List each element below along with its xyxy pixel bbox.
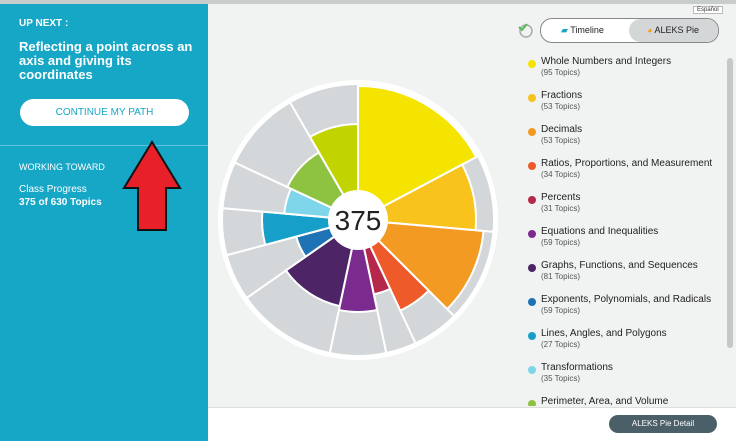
top-bar — [0, 0, 736, 4]
language-link[interactable]: Español — [693, 6, 723, 14]
legend-topics: (31 Topics) — [541, 204, 580, 213]
legend-item: Decimals (53 Topics) — [520, 124, 720, 158]
divider — [0, 145, 208, 146]
pie-tab[interactable]: ◕ ALEKS Pie — [629, 19, 718, 42]
label: ALEKS Pie — [654, 25, 699, 35]
legend-topics: (81 Topics) — [541, 272, 580, 281]
class-progress: Class Progress — [19, 184, 87, 195]
legend-item: Equations and Inequalities (59 Topics) — [520, 226, 720, 260]
legend-name: Percents — [541, 192, 581, 203]
legend-dot — [528, 332, 536, 340]
legend-name: Fractions — [541, 90, 583, 101]
view-toggle: ▰ Timeline ◕ ALEKS Pie — [540, 18, 719, 43]
line: coordinates — [19, 67, 93, 82]
legend-item: Lines, Angles, and Polygons (27 Topics) — [520, 328, 720, 362]
legend: Whole Numbers and Integers (95 Topics) Fra… — [520, 56, 720, 406]
legend-name: Decimals — [541, 124, 583, 135]
legend-dot — [528, 128, 536, 136]
legend-name: Exponents, Polynomials, and Radicals — [541, 294, 712, 305]
legend-dot — [528, 400, 536, 406]
legend-topics: (34 Topics) — [541, 170, 580, 179]
legend-dot — [528, 60, 536, 68]
up-next: UP NEXT : — [19, 18, 69, 29]
label: Timeline — [570, 25, 604, 35]
legend-item: Whole Numbers and Integers (95 Topics) — [520, 56, 720, 90]
legend-topics: (95 Topics) — [541, 68, 580, 77]
legend-item: Transformations (35 Topics) — [520, 362, 720, 396]
legend-topics: (59 Topics) — [541, 238, 580, 247]
legend-name: Perimeter, Area, and Volume — [541, 396, 669, 406]
legend-topics: (27 Topics) — [541, 340, 580, 349]
legend-topics: (53 Topics) — [541, 136, 580, 145]
legend-name: Equations and Inequalities — [541, 226, 659, 237]
legend-dot — [528, 94, 536, 102]
legend-dot — [528, 264, 536, 272]
legend-item: Ratios, Proportions, and Measurement (34 … — [520, 158, 720, 192]
line: axis and giving its — [19, 53, 132, 68]
legend-dot — [528, 196, 536, 204]
red-arrow — [122, 140, 182, 231]
legend-dot — [528, 298, 536, 306]
legend-topics: (59 Topics) — [541, 306, 580, 315]
legend-item: Graphs, Functions, and Sequences (81 Topi… — [520, 260, 720, 294]
progress: 375 of 630 Topics — [19, 197, 102, 208]
pie-chart: 375 — [218, 80, 498, 360]
scrollbar — [727, 58, 733, 348]
check-icon — [518, 23, 533, 38]
legend-item: Percents (31 Topics) — [520, 192, 720, 226]
legend-name: Transformations — [541, 362, 613, 373]
continue-button[interactable]: CONTINUE MY PATH — [20, 99, 189, 126]
pie-center-label: 375 — [335, 205, 382, 236]
pie-detail-button[interactable]: ALEKS Pie Detail — [609, 415, 717, 433]
legend-name: Ratios, Proportions, and Measurement — [541, 158, 713, 169]
legend-name: Graphs, Functions, and Sequences — [541, 260, 698, 271]
legend-dot — [528, 162, 536, 170]
pie-wedge — [357, 84, 478, 222]
timeline-tab[interactable]: ▰ Timeline — [561, 25, 604, 35]
legend-name: Lines, Angles, and Polygons — [541, 328, 667, 339]
legend-item: Perimeter, Area, and Volume — [520, 396, 720, 406]
legend-item: Exponents, Polynomials, and Radicals (59 … — [520, 294, 720, 328]
legend-item: Fractions (53 Topics) — [520, 90, 720, 124]
pie-wedge — [355, 218, 485, 311]
legend-name: Whole Numbers and Integers — [541, 56, 672, 67]
legend-dot — [528, 230, 536, 238]
lesson-title: Reflecting a point across an axis and gi… — [19, 40, 192, 82]
legend-topics: (35 Topics) — [541, 374, 580, 383]
working-toward: WORKING TOWARD — [19, 162, 105, 172]
line: Reflecting a point across an — [19, 39, 193, 54]
pie-center — [328, 190, 388, 250]
legend-topics: (53 Topics) — [541, 102, 580, 111]
legend-dot — [528, 366, 536, 374]
side-panel: UP NEXT : Reflecting a point across an a… — [0, 4, 208, 441]
